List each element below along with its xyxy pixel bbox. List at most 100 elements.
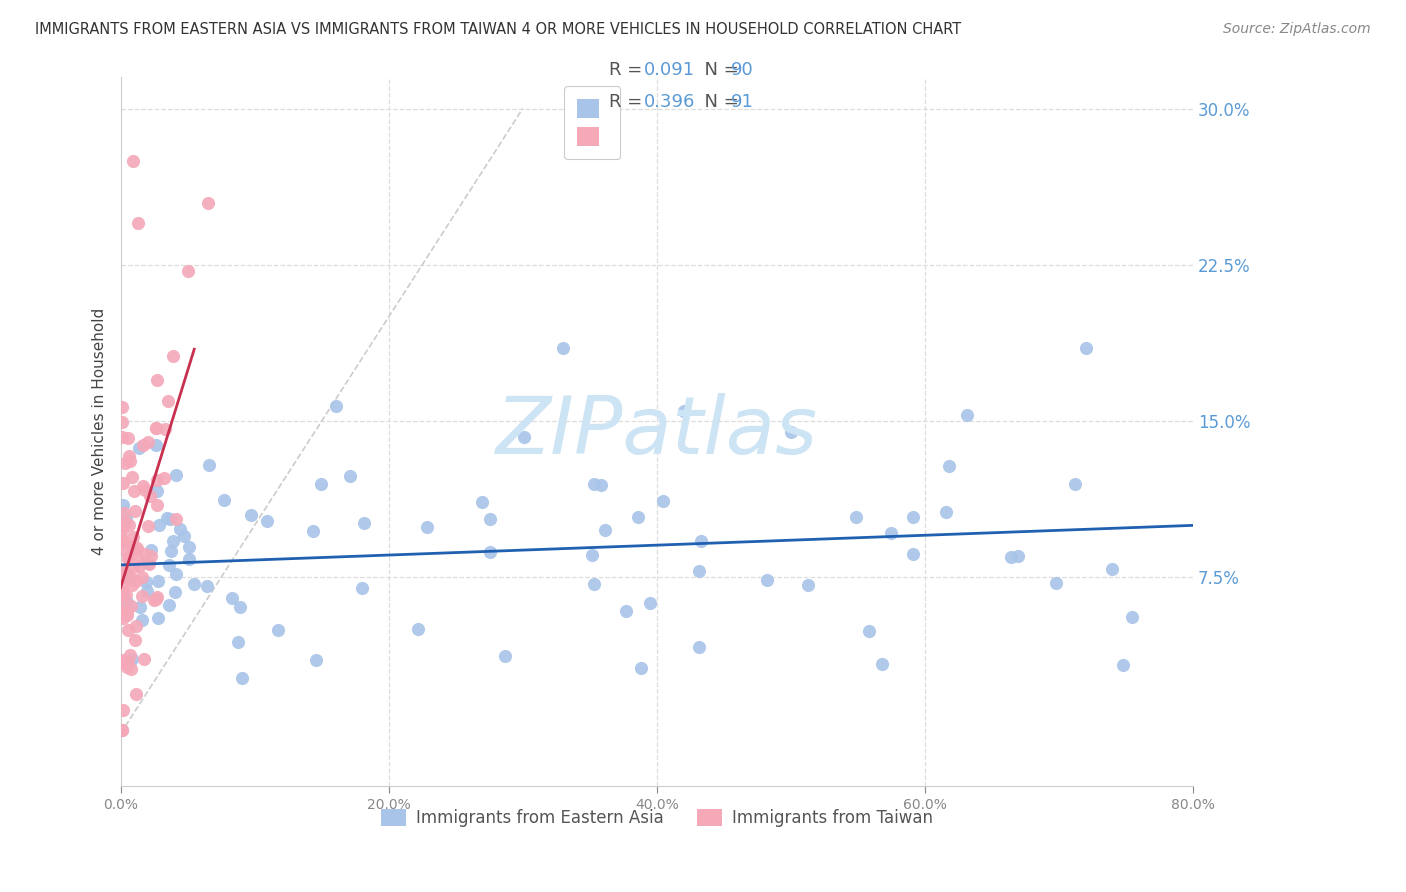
- Point: [935, 505, 957, 519]
- Point: [120, 662, 142, 676]
- Point: [121, 469, 143, 483]
- Point: [111, 579, 134, 593]
- Point: [353, 516, 375, 531]
- Point: [582, 477, 605, 491]
- Text: IMMIGRANTS FROM EASTERN ASIA VS IMMIGRANTS FROM TAIWAN 4 OR MORE VEHICLES IN HOU: IMMIGRANTS FROM EASTERN ASIA VS IMMIGRAN…: [35, 22, 962, 37]
- Point: [162, 349, 184, 363]
- Point: [173, 529, 195, 543]
- Point: [406, 623, 429, 637]
- Point: [162, 534, 184, 549]
- Point: [118, 518, 141, 533]
- Point: [231, 671, 253, 685]
- Point: [111, 543, 134, 558]
- Point: [779, 425, 801, 439]
- Point: [470, 495, 492, 509]
- Point: [325, 399, 347, 413]
- Point: [177, 552, 200, 566]
- Point: [581, 548, 603, 562]
- Point: [122, 530, 145, 544]
- Point: [845, 510, 868, 524]
- Text: 91: 91: [731, 93, 754, 111]
- Point: [311, 477, 333, 491]
- Point: [111, 523, 134, 537]
- Text: N =: N =: [693, 62, 745, 79]
- Point: [111, 416, 134, 430]
- Point: [139, 549, 162, 563]
- Point: [118, 449, 141, 463]
- Point: [512, 430, 534, 444]
- Point: [177, 540, 200, 554]
- Point: [627, 509, 650, 524]
- Point: [131, 613, 153, 627]
- Point: [146, 484, 169, 499]
- Point: [652, 494, 675, 508]
- Point: [155, 422, 177, 436]
- Point: [121, 652, 143, 666]
- Point: [111, 430, 134, 444]
- Point: [135, 575, 157, 590]
- Point: [131, 589, 153, 603]
- Point: [111, 656, 134, 670]
- Point: [145, 591, 167, 606]
- Point: [112, 534, 135, 549]
- Point: [128, 558, 150, 573]
- Point: [156, 511, 179, 525]
- Point: [478, 544, 501, 558]
- Text: 0.396: 0.396: [644, 93, 696, 111]
- Point: [111, 723, 134, 737]
- Point: [267, 624, 290, 638]
- Point: [350, 581, 373, 595]
- Point: [166, 567, 188, 582]
- Point: [582, 577, 605, 591]
- Point: [589, 478, 612, 492]
- Point: [157, 393, 180, 408]
- Point: [124, 541, 146, 556]
- Text: Source: ZipAtlas.com: Source: ZipAtlas.com: [1223, 22, 1371, 37]
- Point: [121, 153, 143, 168]
- Point: [122, 484, 145, 499]
- Point: [183, 576, 205, 591]
- Point: [146, 590, 169, 604]
- Point: [221, 591, 243, 605]
- Point: [111, 400, 134, 414]
- Point: [903, 547, 925, 561]
- Point: [121, 542, 143, 557]
- Point: [256, 514, 278, 528]
- Point: [125, 619, 148, 633]
- Point: [145, 421, 167, 435]
- Point: [638, 596, 661, 610]
- Point: [689, 533, 711, 548]
- Point: [143, 593, 166, 607]
- Point: [112, 475, 135, 490]
- Point: [124, 687, 146, 701]
- Point: [1007, 549, 1029, 563]
- Point: [138, 558, 160, 572]
- Legend: Immigrants from Eastern Asia, Immigrants from Taiwan: Immigrants from Eastern Asia, Immigrants…: [374, 803, 939, 834]
- Point: [797, 578, 820, 592]
- Point: [111, 519, 134, 533]
- Point: [132, 437, 155, 451]
- Point: [152, 471, 174, 485]
- Point: [112, 585, 135, 599]
- Point: [169, 522, 191, 536]
- Point: [551, 341, 574, 355]
- Point: [115, 607, 138, 622]
- Point: [145, 438, 167, 452]
- Point: [160, 544, 183, 558]
- Point: [146, 574, 169, 588]
- Point: [124, 504, 146, 518]
- Point: [122, 539, 145, 553]
- Point: [195, 579, 218, 593]
- Point: [111, 535, 134, 549]
- Point: [1000, 549, 1022, 564]
- Point: [131, 570, 153, 584]
- Point: [114, 604, 136, 618]
- Point: [1063, 477, 1085, 491]
- Text: N =: N =: [693, 93, 745, 111]
- Point: [145, 421, 167, 435]
- Text: ZIPatlas: ZIPatlas: [496, 392, 818, 471]
- Point: [122, 560, 145, 574]
- Point: [111, 563, 134, 577]
- Point: [1111, 657, 1133, 672]
- Point: [128, 600, 150, 615]
